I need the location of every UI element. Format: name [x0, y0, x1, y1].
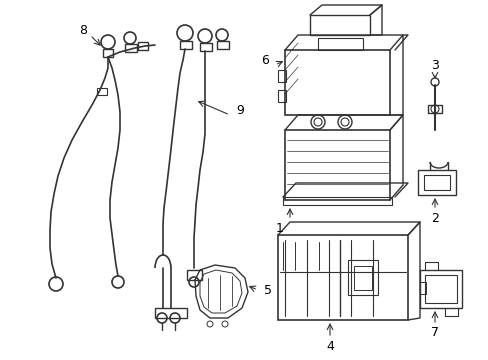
Text: 2: 2 — [430, 212, 438, 225]
Text: 9: 9 — [236, 104, 244, 117]
Bar — [285, 130, 389, 200]
Text: 1: 1 — [276, 221, 284, 234]
Bar — [283, 197, 391, 205]
Bar — [155, 308, 186, 318]
Text: 8: 8 — [79, 23, 87, 36]
Bar — [180, 41, 192, 49]
Bar — [200, 43, 212, 51]
Bar — [347, 260, 377, 295]
Bar — [278, 90, 285, 102]
Bar — [419, 282, 425, 294]
Bar — [417, 170, 455, 195]
Bar — [424, 275, 456, 303]
Bar — [427, 105, 441, 113]
Bar — [309, 15, 369, 35]
Bar — [217, 41, 228, 49]
Bar — [125, 44, 137, 52]
Bar — [419, 270, 461, 308]
Bar — [285, 50, 389, 115]
Bar — [423, 175, 449, 190]
Bar — [353, 266, 371, 290]
Text: 7: 7 — [430, 327, 438, 339]
Bar — [278, 70, 285, 82]
Text: 5: 5 — [264, 284, 271, 297]
Circle shape — [313, 118, 321, 126]
Text: 4: 4 — [325, 339, 333, 352]
Bar — [103, 49, 113, 57]
Bar — [317, 38, 362, 50]
Bar — [186, 270, 202, 280]
Bar — [138, 42, 148, 50]
Text: 3: 3 — [430, 59, 438, 72]
Text: 6: 6 — [261, 54, 268, 67]
Circle shape — [340, 118, 348, 126]
Bar — [97, 88, 107, 95]
Bar — [278, 235, 407, 320]
